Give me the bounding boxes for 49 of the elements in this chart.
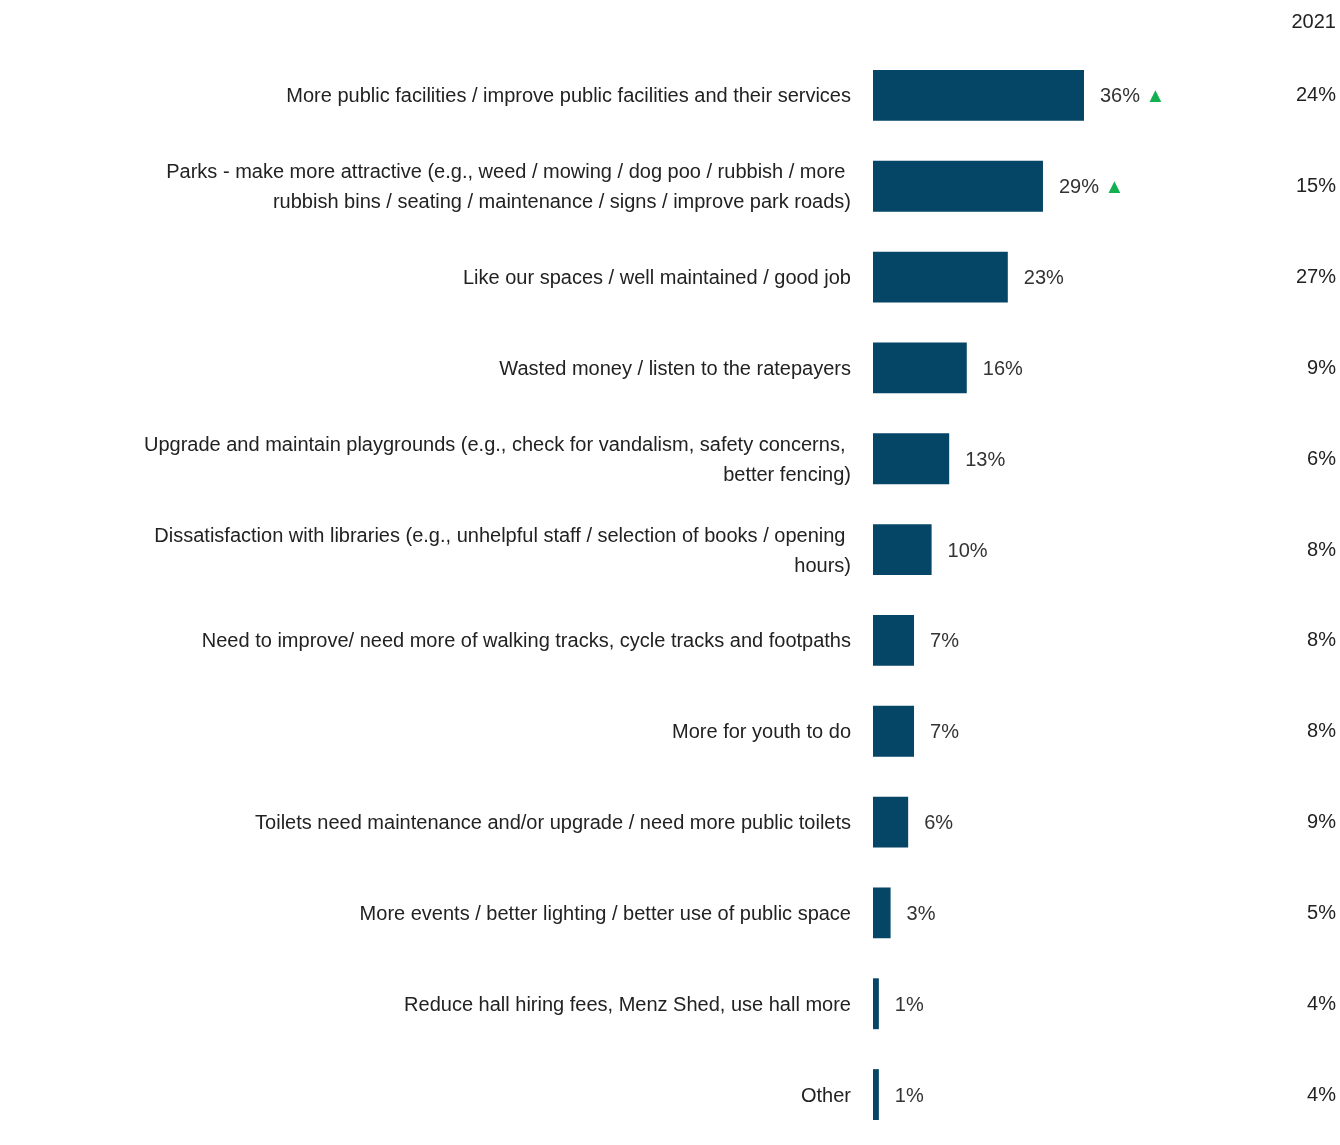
bar [873, 1069, 879, 1121]
text: 15% [1295, 174, 1337, 197]
y-tick-label: Other [800, 1083, 852, 1106]
y-tick-label: Dissatisfaction with libraries (e.g., unhelpful staff / selection of books / opening hours) [154, 523, 851, 576]
bar [873, 705, 915, 757]
bar [873, 978, 879, 1030]
data-label: 29% ▲ [1058, 175, 1125, 198]
data-label: 13% [965, 447, 1006, 470]
y-tick-label: Parks - make more attractive (e.g., weed / mowing / dog poo / rubbish / more rubbish bins / seating / maintenance / signs / improve park roads) [166, 160, 851, 213]
y-tick-label: More public facilities / improve public facilities and their services [286, 84, 851, 107]
y-tick-label: Reduce hall hiring fees, Menz Shed, use hall more [404, 992, 851, 1015]
bar [873, 887, 891, 939]
y-tick-label: Need to improve/ need more of walking tracks, cycle tracks and footpaths [201, 629, 851, 652]
bar [873, 524, 932, 576]
bar [873, 69, 1084, 121]
data-label: 23% [1023, 266, 1065, 289]
bar [873, 160, 1043, 212]
bar [873, 614, 915, 666]
text: 8% [1307, 628, 1337, 651]
text: 2021 [1291, 10, 1336, 32]
data-label: 36% ▲ [1100, 84, 1166, 107]
text: 24% [1295, 83, 1337, 106]
text: 9% [1307, 355, 1337, 378]
data-label: 1% [894, 1083, 924, 1106]
y-tick-label: Upgrade and maintain playgrounds (e.g., check for vandalism, safety concerns, better fencing) [143, 432, 851, 485]
y-tick-label: Toilets need maintenance and/or upgrade / need more public toilets [255, 811, 851, 834]
data-label: 7% [930, 720, 960, 743]
y-tick-label: More for youth to do [672, 720, 851, 743]
data-label: 3% [906, 901, 936, 924]
data-label: 7% [930, 629, 960, 652]
text: 27% [1295, 265, 1337, 288]
data-label: 6% [924, 811, 954, 834]
y-tick-label: More events / better lighting / better use of public space [359, 901, 851, 924]
data-label: 10% [947, 538, 988, 561]
y-tick-label: Like our spaces / well maintained / good job [462, 266, 851, 289]
text: 5% [1307, 900, 1337, 923]
text: 4% [1307, 1082, 1337, 1105]
text: 9% [1307, 810, 1337, 833]
bar [873, 433, 950, 485]
data-label: 1% [894, 992, 924, 1015]
text: 6% [1307, 446, 1337, 469]
text: 8% [1307, 537, 1337, 560]
bar [873, 796, 909, 848]
data-label: 16% [982, 356, 1024, 379]
text: 8% [1307, 719, 1337, 742]
y-tick-label: Wasted money / listen to the ratepayers [499, 356, 851, 379]
bar [873, 251, 1008, 303]
text: 4% [1307, 991, 1337, 1014]
bar [873, 342, 967, 394]
